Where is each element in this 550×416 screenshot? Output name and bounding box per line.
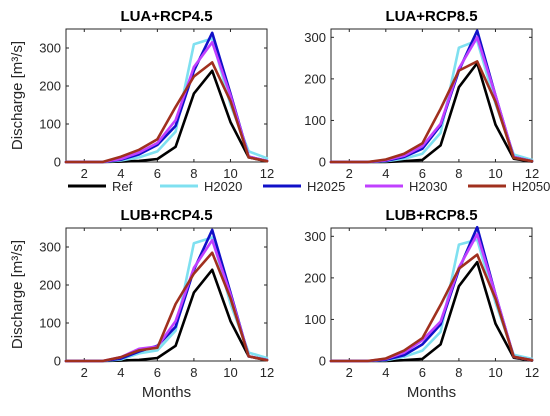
legend-label-h2050: H2050: [512, 179, 550, 194]
y-tick-label: 200: [304, 270, 326, 285]
x-tick-label: 12: [260, 166, 274, 181]
x-tick-label: 2: [346, 365, 353, 380]
chart-panel-3: LUB+RCP4.5 2 4 6 8 10 12 0 100 200 300 Discharge [m…: [9, 207, 274, 401]
y-tick-label: 100: [39, 316, 61, 331]
x-tick-label: 10: [223, 166, 237, 181]
y-axis-label: Discharge [m³/s]: [9, 41, 26, 150]
chart-panel-1: LUA+RCP4.5 2 4 6 8 10 12 0 100 200 300 Discharge [m…: [9, 8, 274, 181]
y-tick-label: 0: [319, 354, 326, 369]
panel-title: LUA+RCP8.5: [385, 8, 477, 25]
y-tick-label: 100: [304, 312, 326, 327]
x-tick-label: 8: [455, 166, 462, 181]
x-tick-label: 12: [525, 365, 539, 380]
y-tick-label: 300: [304, 30, 326, 45]
x-tick-label: 8: [190, 365, 197, 380]
x-tick-label: 2: [81, 365, 88, 380]
legend: Ref H2020 H2025 H2030 H2050: [68, 179, 550, 194]
x-tick-label: 6: [419, 365, 426, 380]
series-line-h2050: [64, 61, 269, 164]
panel-title: LUA+RCP4.5: [120, 8, 212, 25]
series-line-h2050: [329, 60, 534, 164]
x-tick-label: 10: [488, 365, 502, 380]
x-tick-label: 6: [154, 166, 161, 181]
chart-panel-4: LUB+RCP8.5 2 4 6 8 10 12 0 100 200 300 Months: [304, 207, 539, 401]
y-tick-label: 300: [304, 229, 326, 244]
x-tick-label: 8: [455, 365, 462, 380]
x-tick-label: 6: [154, 365, 161, 380]
x-tick-label: 10: [488, 166, 502, 181]
x-tick-label: 12: [260, 365, 274, 380]
x-axis-label: Months: [407, 384, 456, 401]
y-tick-label: 300: [39, 41, 61, 56]
y-axis-label: Discharge [m³/s]: [9, 240, 26, 349]
legend-label-h2030: H2030: [409, 179, 447, 194]
x-axis-label: Months: [142, 384, 191, 401]
series-line-h2050: [64, 251, 269, 363]
y-tick-label: 300: [39, 240, 61, 255]
y-tick-label: 200: [304, 71, 326, 86]
y-tick-label: 200: [39, 278, 61, 293]
x-tick-label: 8: [190, 166, 197, 181]
x-tick-label: 4: [382, 365, 389, 380]
x-tick-label: 2: [346, 166, 353, 181]
y-tick-label: 0: [54, 155, 61, 170]
x-tick-label: 2: [81, 166, 88, 181]
panel-title: LUB+RCP8.5: [385, 207, 477, 224]
x-tick-label: 4: [117, 365, 124, 380]
x-tick-label: 10: [223, 365, 237, 380]
x-tick-label: 6: [419, 166, 426, 181]
plot-area: [330, 28, 533, 163]
y-tick-label: 100: [304, 113, 326, 128]
legend-label-h2025: H2025: [307, 179, 345, 194]
x-tick-label: 4: [382, 166, 389, 181]
y-tick-label: 0: [319, 155, 326, 170]
x-tick-label: 12: [525, 166, 539, 181]
y-tick-label: 100: [39, 117, 61, 132]
x-tick-label: 4: [117, 166, 124, 181]
legend-label-ref: Ref: [112, 179, 133, 194]
y-tick-label: 200: [39, 79, 61, 94]
series-line-h2050: [329, 253, 534, 363]
panel-title: LUB+RCP4.5: [120, 207, 212, 224]
y-tick-label: 0: [54, 354, 61, 369]
plot-area: [330, 227, 533, 362]
chart-panel-2: LUA+RCP8.5 2 4 6 8 10 12 0 100 200 300: [304, 8, 539, 181]
legend-label-h2020: H2020: [204, 179, 242, 194]
